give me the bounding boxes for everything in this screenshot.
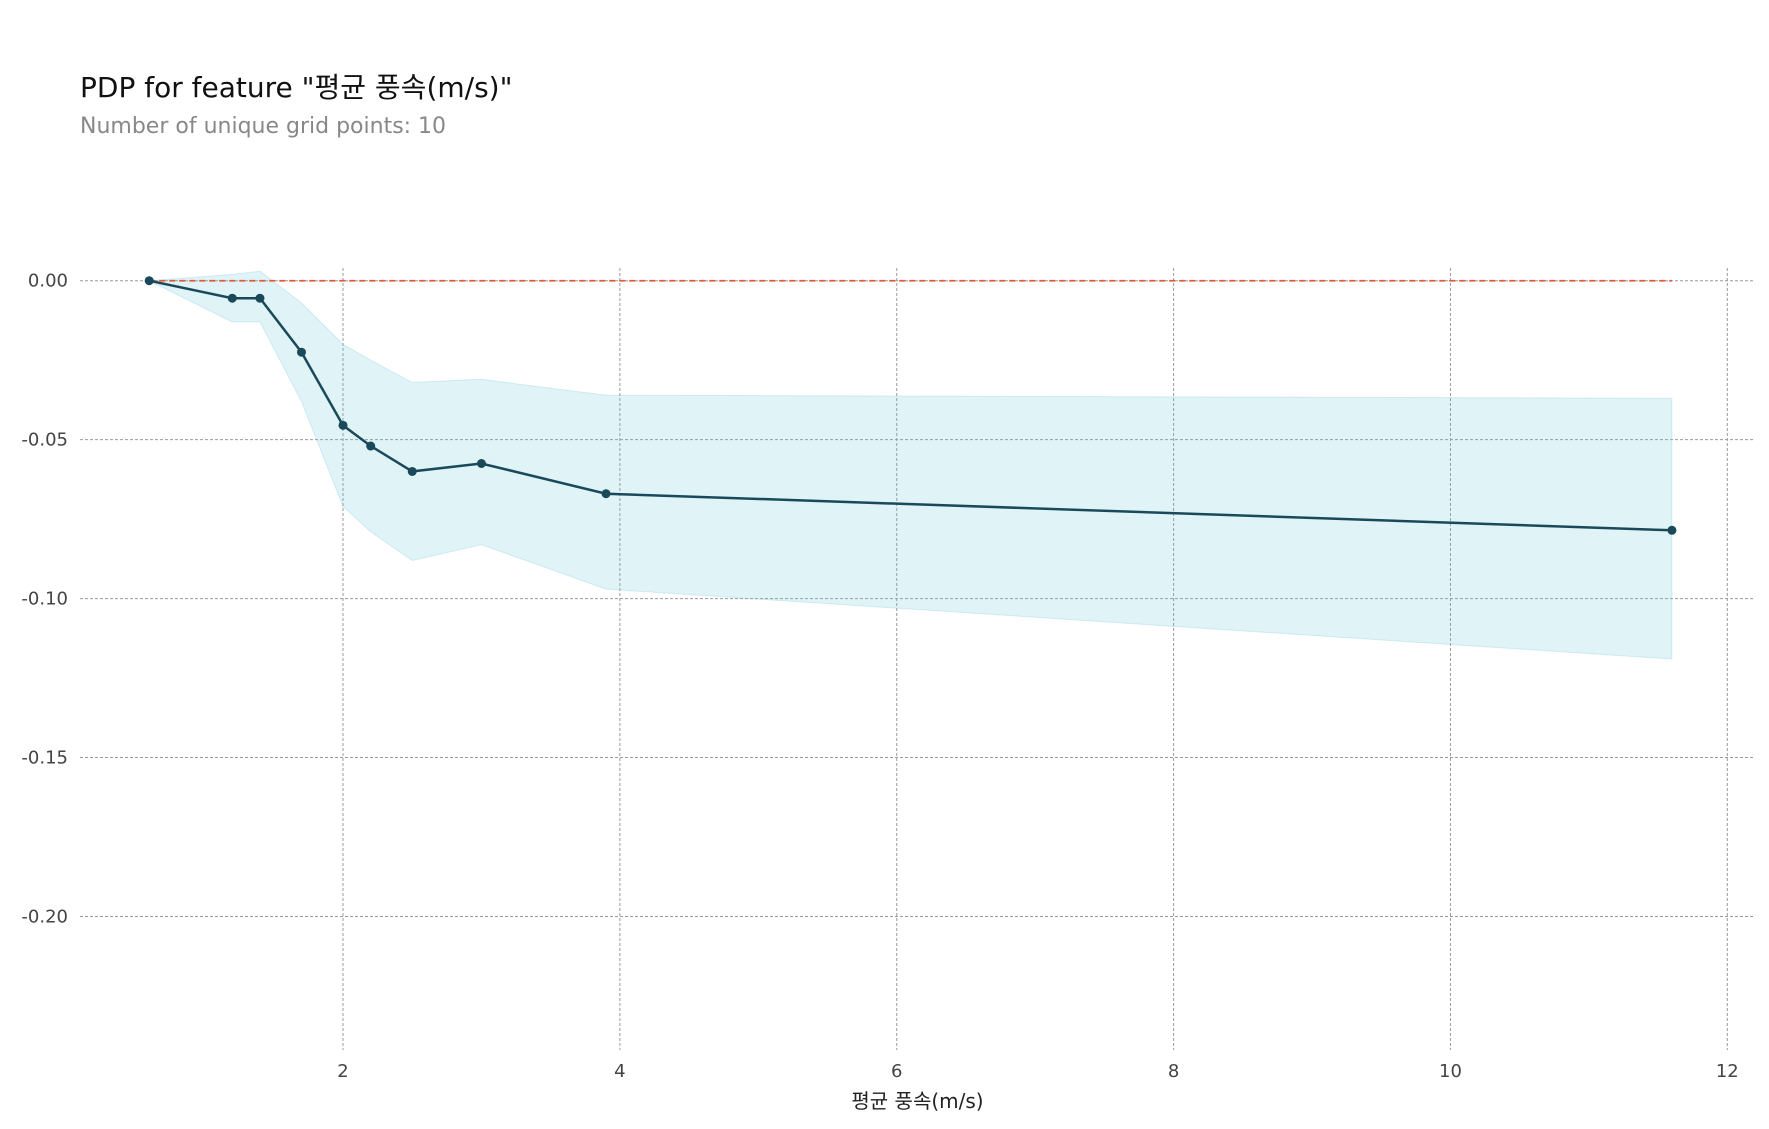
pdp-point: [407, 466, 417, 476]
x-tick-label: 12: [1716, 1061, 1739, 1082]
x-tick-label: 8: [1168, 1061, 1179, 1082]
confidence-band: [147, 270, 1673, 660]
grid-lines: [80, 268, 1755, 1050]
x-axis-label: 평균 풍속(m/s): [851, 1089, 983, 1113]
pdp-point: [296, 347, 306, 357]
pdp-point: [1667, 525, 1677, 535]
pdp-point: [366, 441, 376, 451]
x-tick-label: 4: [614, 1061, 625, 1082]
pdp-point: [144, 276, 154, 286]
pdp-line: [148, 279, 1672, 532]
pdp-point: [338, 420, 348, 430]
pdp-point: [601, 489, 611, 499]
y-tick-label: -0.05: [21, 430, 68, 451]
confidence-band-area: [147, 270, 1673, 660]
pdp-point: [255, 293, 265, 303]
pdp-point: [476, 459, 486, 468]
y-tick-label: 0.00: [28, 271, 68, 292]
chart-title: PDP for feature "평균 풍속(m/s)": [80, 71, 513, 104]
x-tick-label: 10: [1439, 1061, 1462, 1082]
pdp-series: [144, 276, 1677, 535]
y-tick-label: -0.10: [21, 589, 68, 610]
chart-subtitle: Number of unique grid points: 10: [80, 114, 447, 139]
tick-labels: 0.00 -0.05 -0.10 -0.15 -0.20 2 4 6 8 10 12: [21, 271, 1738, 1082]
x-tick-label: 6: [891, 1061, 902, 1082]
y-tick-label: -0.20: [21, 906, 68, 927]
y-tick-label: -0.15: [21, 748, 68, 769]
pdp-point: [227, 293, 237, 303]
x-tick-label: 2: [337, 1061, 348, 1082]
